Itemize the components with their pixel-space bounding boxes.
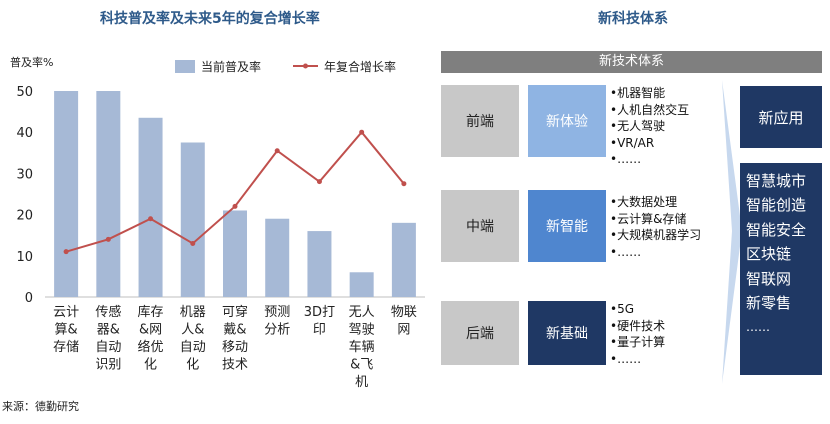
- tier-front-name: 新体验: [528, 85, 606, 157]
- y-tick-label: 50: [16, 85, 33, 100]
- line-point: [401, 181, 407, 187]
- tech-system-title: 新科技体系: [598, 11, 668, 27]
- list-item: 新零售: [746, 294, 792, 313]
- list-item: 区块链: [746, 245, 792, 264]
- y-tick-label: 30: [16, 167, 33, 182]
- tier-front-list: •机器智能 •人机自然交互 •无人驾驶 •VR/AR •……: [610, 85, 689, 168]
- legend-label: 年复合增长率: [324, 59, 396, 74]
- tier-back-name: 新基础: [528, 301, 606, 365]
- list-item: •云计算&存储: [610, 211, 687, 226]
- tech-system-header: 新技术体系: [441, 51, 822, 73]
- chevron-right-icon: [722, 80, 742, 384]
- line-point: [105, 236, 111, 242]
- bar: [138, 117, 163, 297]
- bar: [96, 91, 121, 297]
- list-item: ……: [746, 320, 770, 335]
- x-tick-label: 可穿戴&移动技术: [222, 304, 248, 373]
- source-note: 来源：德勤研究: [2, 400, 79, 413]
- bar: [307, 231, 332, 297]
- list-item: 智能创造: [746, 196, 807, 215]
- line-point: [274, 148, 280, 154]
- list-item: •5G: [610, 302, 635, 316]
- list-item: •大数据处理: [610, 195, 678, 209]
- legend-label: 当前普及率: [201, 59, 261, 74]
- list-item: •硬件技术: [610, 318, 666, 333]
- legend-swatch-point: [303, 63, 308, 69]
- bar: [223, 210, 247, 297]
- line-point: [148, 216, 154, 222]
- new-apps-list: 智慧城市 智能创造 智能安全 区块链 智联网 新零售 ……: [740, 163, 822, 375]
- bar: [265, 218, 290, 297]
- bar: [180, 142, 205, 297]
- list-item: •无人驾驶: [610, 119, 666, 134]
- tier-middle-list: •大数据处理 •云计算&存储 •大规模机器学习 •……: [610, 194, 701, 260]
- bar: [54, 91, 79, 297]
- line-point: [232, 203, 238, 209]
- line-point: [63, 249, 69, 255]
- tier-middle-name: 新智能: [528, 190, 606, 262]
- bar: [349, 272, 374, 297]
- x-tick-label: 无人驾驶车辆&飞机: [349, 305, 375, 390]
- tier-back: 后端: [441, 301, 519, 365]
- line-point: [316, 179, 322, 185]
- x-tick-label: 库存&网络优化: [138, 304, 164, 373]
- x-tick-label: 预测分析: [264, 305, 290, 338]
- x-tick-label: 云计算&存储: [53, 305, 79, 355]
- line-point: [190, 240, 196, 246]
- bar: [391, 222, 416, 297]
- list-item: •大规模机器学习: [610, 228, 702, 243]
- list-item: 智慧城市: [746, 172, 807, 190]
- list-item: •VR/AR: [610, 135, 655, 150]
- legend-swatch-bar: [175, 60, 195, 73]
- y-axis-label: 普及率%: [10, 55, 53, 69]
- x-tick-label: 物联网: [391, 305, 417, 338]
- y-tick-label: 40: [16, 126, 33, 141]
- tier-back-list: •5G •硬件技术 •量子计算 •……: [610, 301, 665, 367]
- new-apps-title: 新应用: [740, 86, 822, 148]
- list-item: •量子计算: [610, 335, 666, 350]
- y-tick-label: 20: [16, 209, 33, 224]
- list-item: •……: [610, 152, 642, 167]
- x-tick-label: 机器人&自动化: [180, 305, 206, 373]
- chart: 普及率% 0 10 20 30 40 50 云计算&存储传感器&自动识别库存&网络优化机器人&…: [10, 55, 425, 390]
- tier-front: 前端: [441, 85, 519, 157]
- list-item: 智能安全: [746, 220, 807, 239]
- x-tick-label: 3D打印: [304, 305, 335, 338]
- list-item: •……: [610, 351, 642, 366]
- chart-title: 科技普及率及未来5年的复合增长率: [100, 11, 320, 27]
- y-tick-label: 10: [16, 250, 33, 265]
- list-item: •人机自然交互: [610, 102, 690, 117]
- tier-middle: 中端: [441, 190, 519, 262]
- list-item: •……: [610, 244, 642, 259]
- list-item: 智联网: [746, 269, 792, 288]
- x-tick-label: 传感器&自动识别: [95, 304, 121, 373]
- line-point: [359, 129, 365, 135]
- y-tick-label: 0: [25, 291, 33, 306]
- list-item: •机器智能: [610, 86, 666, 100]
